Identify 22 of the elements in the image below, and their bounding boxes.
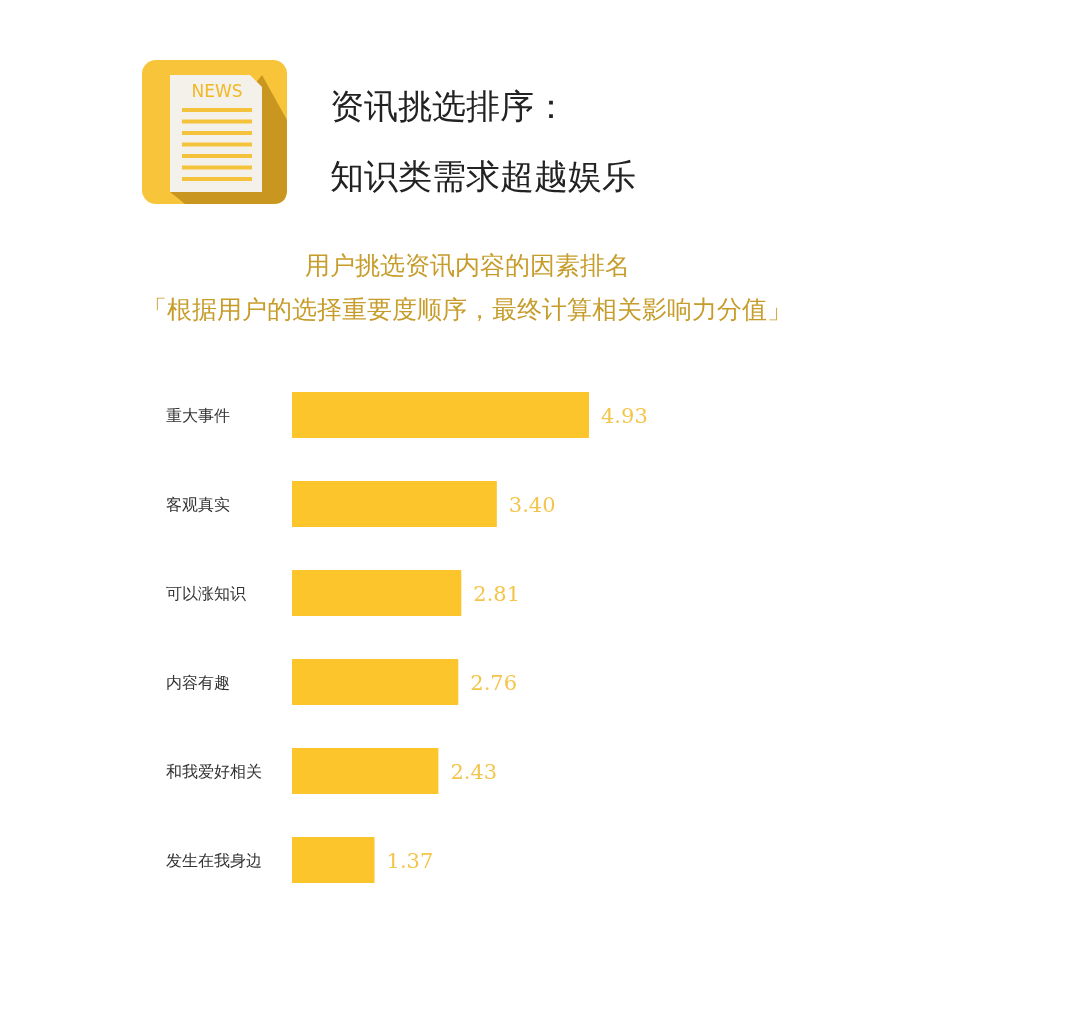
bar (292, 481, 497, 527)
y-tick-label: 内容有趣 (166, 673, 230, 692)
data-label: 2.76 (470, 671, 518, 695)
data-label: 1.37 (386, 849, 434, 873)
y-tick-label: 和我爱好相关 (166, 762, 262, 781)
data-label: 3.40 (508, 493, 556, 517)
data-label: 4.93 (601, 404, 648, 428)
picture-news-icon: NEWS (142, 60, 287, 204)
data-label: 2.43 (450, 760, 498, 784)
text: 「根据用户的选择重要度顺序，最终计算相关影响力分值」 (142, 295, 792, 324)
y-tick-label: 重大事件 (166, 406, 230, 425)
y-tick-label: 发生在我身边 (166, 851, 262, 870)
chart-subtitle: 用户挑选资讯内容的因素排名 (304, 251, 630, 280)
bar (292, 748, 439, 794)
bar (292, 659, 459, 705)
bar (292, 392, 589, 438)
y-tick-label: 可以涨知识 (166, 584, 246, 603)
y-tick-label: 客观真实 (166, 495, 230, 514)
bar (292, 570, 462, 616)
data-label: 2.81 (473, 582, 521, 606)
bar (292, 837, 375, 883)
chart-title: 资讯挑选排序：知识类需求超越娱乐 (330, 86, 636, 196)
